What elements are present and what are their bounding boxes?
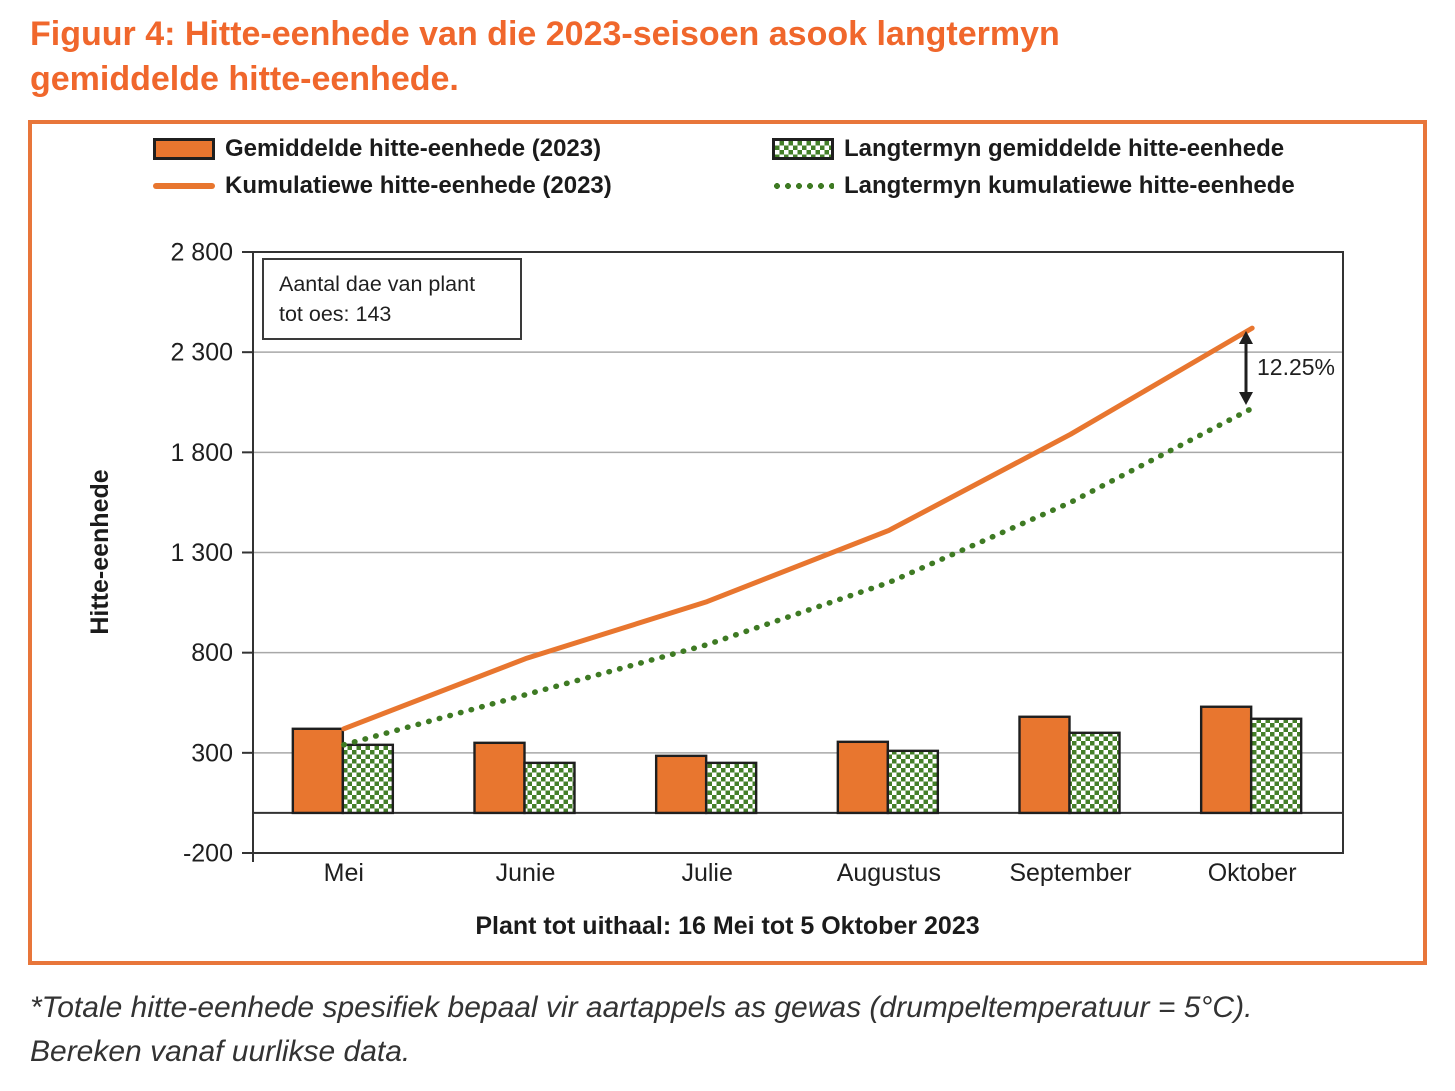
legend-swatch-bar-longterm-icon [772, 138, 834, 160]
bars-layer [291, 705, 1303, 815]
gridlines-layer [253, 351, 1343, 814]
y-tick-label: -200 [183, 840, 233, 868]
x-axis-title: Plant tot uithaal: 16 Mei tot 5 Oktober … [475, 912, 980, 940]
x-category-label: Junie [496, 859, 556, 887]
legend-swatch-bar-2023-icon [153, 138, 215, 160]
figure-footnote: *Totale hitte-eenhede spesifiek bepaal v… [30, 986, 1430, 1074]
line-longterm-cumulative [341, 405, 1255, 748]
legend-swatch-line-2023-icon [153, 183, 215, 189]
legend-item-bar-longterm: Langtermyn gemiddelde hitte-eenhede [772, 135, 1285, 162]
bar-longterm [1249, 717, 1303, 815]
bar-longterm [341, 743, 395, 815]
x-category-label: Mei [324, 859, 364, 887]
bar-2023 [1018, 715, 1071, 815]
line-2023-cumulative [341, 325, 1255, 732]
footnote-line1: *Totale hitte-eenhede spesifiek bepaal v… [30, 991, 1253, 1024]
y-axis-title: Hitte-eenhede [86, 469, 114, 634]
bar-longterm [886, 749, 940, 815]
legend-item-bar-2023: Gemiddelde hitte-eenhede (2023) [153, 135, 602, 162]
legend-label-line-longterm: Langtermyn kumulatiewe hitte-eenhede [844, 172, 1295, 199]
annotation-line2: tot oes: 143 [279, 302, 392, 326]
x-category-label: September [1009, 859, 1131, 887]
chart-frame: Gemiddelde hitte-eenhede (2023) Kumulati… [28, 120, 1427, 965]
bar-longterm [523, 761, 576, 815]
lines-layer [341, 325, 1255, 748]
x-category-label: Julie [681, 859, 732, 887]
y-tick-label: 300 [191, 739, 233, 767]
figure-title: Figuur 4: Hitte-eenhede van die 2023-sei… [30, 12, 1370, 102]
y-tick-label: 1 300 [170, 539, 233, 567]
figure-title-line2: gemiddelde hitte-eenhede. [30, 60, 459, 98]
y-tick-label: 1 800 [170, 439, 233, 467]
bar-longterm [704, 761, 758, 815]
bar-2023 [836, 740, 890, 815]
bar-2023 [291, 727, 345, 815]
annotation-line1: Aantal dae van plant [279, 272, 476, 296]
legend-swatch-line-longterm-icon [772, 183, 834, 189]
x-category-label: Oktober [1208, 859, 1297, 887]
y-tick-label: 2 300 [170, 339, 233, 367]
legend-label-bar-2023: Gemiddelde hitte-eenhede (2023) [225, 135, 602, 162]
chart-canvas: -200 300 800 1 300 1 800 2 300 2 800 Mei Junie Ju… [86, 239, 1344, 888]
bar-2023 [1199, 705, 1253, 815]
legend-item-line-2023: Kumulatiewe hitte-eenhede (2023) [153, 172, 612, 199]
legend-item-line-longterm: Langtermyn kumulatiewe hitte-eenhede [772, 172, 1295, 199]
x-category-label: Augustus [837, 859, 941, 887]
delta-percentage-label: 12.25% [1257, 354, 1336, 380]
bar-2023 [654, 754, 708, 815]
bar-longterm [1068, 731, 1121, 815]
y-tick-label: 800 [191, 639, 233, 667]
bar-2023 [473, 741, 526, 815]
annotation-box: Aantal dae van plant tot oes: 143 [262, 258, 522, 340]
legend-label-line-2023: Kumulatiewe hitte-eenhede (2023) [225, 172, 612, 199]
axis-layer: -200 300 800 1 300 1 800 2 300 2 800 Mei Junie Ju… [170, 239, 1296, 888]
y-tick-label: 2 800 [170, 239, 233, 267]
figure-title-line1: Figuur 4: Hitte-eenhede van die 2023-sei… [30, 15, 1060, 53]
footnote-line2: Bereken vanaf uurlikse data. [30, 1035, 411, 1068]
delta-arrow-icon [1239, 331, 1253, 405]
legend-label-bar-longterm: Langtermyn gemiddelde hitte-eenhede [844, 135, 1285, 162]
